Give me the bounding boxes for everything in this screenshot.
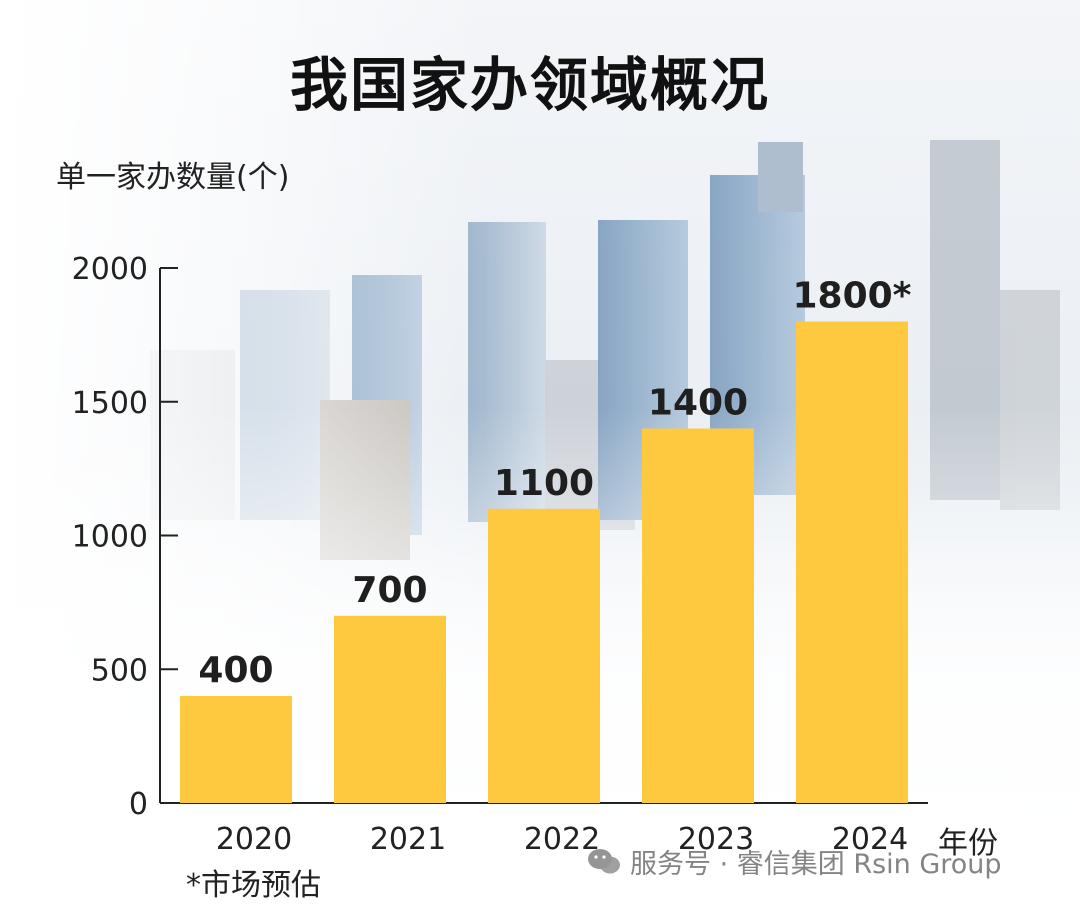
bar-2022 <box>488 508 600 803</box>
data-label-2021: 700 <box>352 570 427 611</box>
x-tick-label-2020: 2020 <box>216 822 292 857</box>
x-axis-label: 年份 <box>938 826 998 861</box>
x-tick-label-2023: 2023 <box>678 822 754 857</box>
chart-title: 我国家办领域概况 <box>289 51 770 119</box>
y-tick-label: 1500 <box>72 386 148 421</box>
bar-2020 <box>180 696 292 803</box>
data-label-2022: 1100 <box>494 463 594 504</box>
footnote: *市场预估 <box>186 868 321 903</box>
x-tick-label-2021: 2021 <box>370 822 446 857</box>
x-tick-label-2024: 2024 <box>832 822 908 857</box>
y-tick-label: 1000 <box>72 520 148 555</box>
y-tick-label: 0 <box>129 787 148 822</box>
bar-2023 <box>642 428 754 803</box>
bar-2024 <box>796 321 908 803</box>
bar-2021 <box>334 615 446 803</box>
data-label-2024: 1800* <box>792 276 911 317</box>
wechat-icon <box>588 848 620 873</box>
y-axis-label: 单一家办数量(个) <box>56 160 290 195</box>
data-label-2023: 1400 <box>648 383 748 424</box>
y-tick-label: 500 <box>91 653 148 688</box>
watermark-text: 服务号 · 睿信集团 Rsin Group <box>630 849 1002 880</box>
y-tick-label: 2000 <box>72 252 148 287</box>
data-label-2020: 400 <box>198 650 273 691</box>
watermark: 服务号 · 睿信集团 Rsin Group <box>586 842 1002 881</box>
x-tick-label-2022: 2022 <box>524 822 600 857</box>
